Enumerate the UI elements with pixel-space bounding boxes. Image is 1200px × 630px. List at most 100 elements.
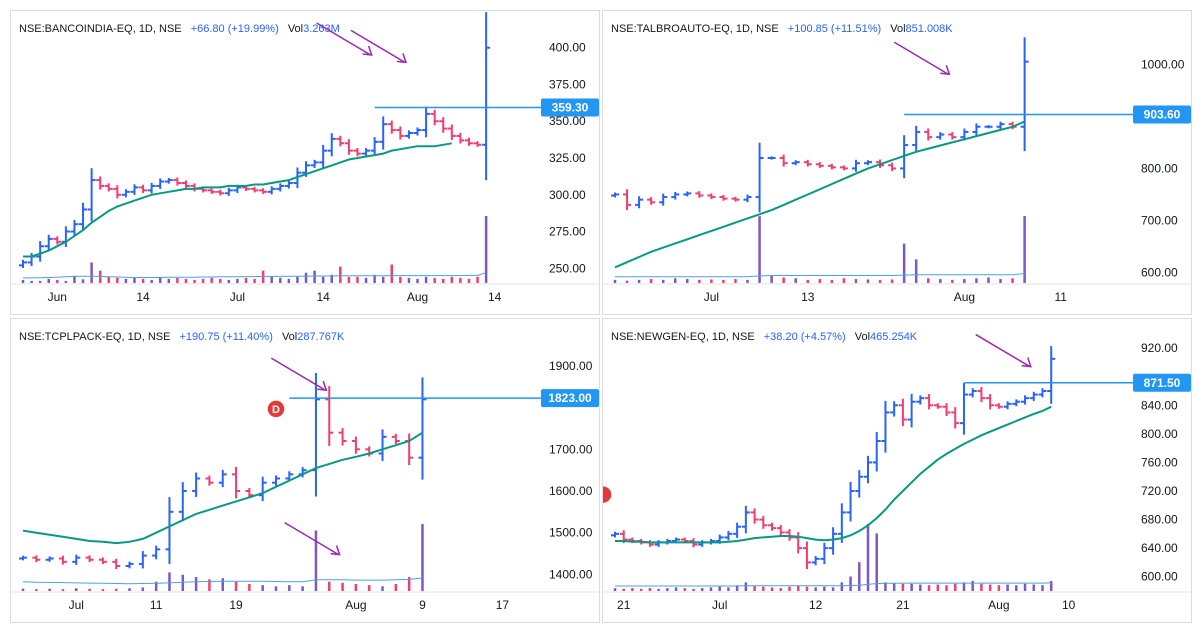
y-tick-label: 760.00 bbox=[1141, 455, 1178, 469]
y-tick-label: 840.00 bbox=[1141, 398, 1178, 412]
x-tick-label: 14 bbox=[316, 290, 330, 304]
dividend-badge-label: D bbox=[272, 404, 280, 416]
x-tick-label: 17 bbox=[496, 598, 510, 612]
x-tick-label: 19 bbox=[229, 598, 243, 612]
symbol-label: NSE:NEWGEN-EQ bbox=[611, 331, 706, 343]
volume-label: Vol bbox=[854, 331, 871, 343]
x-tick-label: 10 bbox=[1062, 598, 1076, 612]
y-tick-label: 300.00 bbox=[549, 188, 586, 202]
change-label: +38.20 (+4.57%) bbox=[763, 331, 846, 343]
chart-canvas[interactable]: 871.50 920.00 840.00 800.00 760.00 720.00 680.… bbox=[603, 319, 1192, 623]
change-label: +190.75 (+11.40%) bbox=[179, 331, 273, 343]
symbol-label: NSE:BANCOINDIA-EQ bbox=[19, 23, 133, 35]
annotation-arrow bbox=[316, 22, 372, 56]
change-label: +100.85 (+11.51%) bbox=[787, 23, 882, 35]
annotation-arrow-head bbox=[1021, 357, 1032, 368]
annotation-arrow bbox=[270, 357, 326, 391]
y-tick-label: 400.00 bbox=[549, 41, 586, 55]
change-label: +66.80 (+19.99%) bbox=[190, 23, 279, 35]
chart-header: NSE:TCPLPACK-EQ, 1D, NSE +190.75 (+11.40… bbox=[19, 331, 345, 343]
volume-value: 465.254K bbox=[870, 331, 918, 343]
level-price-label: 871.50 bbox=[1144, 376, 1181, 390]
volume-label: Vol bbox=[281, 331, 298, 343]
y-tick-label: 325.00 bbox=[549, 151, 586, 165]
y-tick-label: 720.00 bbox=[1141, 484, 1178, 498]
y-tick-label: 800.00 bbox=[1141, 427, 1178, 441]
chart-panel-tcplpack[interactable]: 1823.00 1900.00 1700.00 1600.00 1500.00 1400.… bbox=[10, 318, 600, 623]
volume-ma-line bbox=[615, 582, 1052, 587]
y-tick-label: 350.00 bbox=[549, 114, 586, 128]
annotation-arrow-head bbox=[330, 545, 341, 556]
x-tick-label: 12 bbox=[809, 598, 823, 612]
exchange-label: NSE bbox=[756, 23, 779, 35]
y-tick-label: 640.00 bbox=[1141, 541, 1178, 555]
y-tick-label: 1500.00 bbox=[549, 526, 593, 540]
y-tick-label: 800.00 bbox=[1141, 161, 1178, 175]
volume-ma-line bbox=[615, 273, 1025, 278]
moving-average-line bbox=[614, 120, 1026, 269]
level-price-label: 359.30 bbox=[552, 101, 589, 115]
level-price-tag bbox=[541, 389, 599, 408]
chart-canvas[interactable]: 1823.00 1900.00 1700.00 1600.00 1500.00 1400.… bbox=[11, 319, 600, 623]
y-tick-label: 375.00 bbox=[549, 77, 586, 91]
x-tick-label: Jul bbox=[712, 598, 727, 612]
interval-label: 1D bbox=[138, 23, 153, 35]
y-tick-label: 680.00 bbox=[1141, 513, 1178, 527]
chart-header: NSE:BANCOINDIA-EQ, 1D, NSE +66.80 (+19.9… bbox=[19, 23, 340, 35]
chart-canvas[interactable]: 359.30 400.00 375.00 350.00 325.00 300.00 275.… bbox=[11, 11, 600, 315]
volume-value: 851.008K bbox=[905, 23, 953, 35]
volume-label: Vol bbox=[890, 23, 906, 35]
volume-ma-line bbox=[22, 577, 423, 585]
volume-value: 287.767K bbox=[297, 331, 345, 343]
dividend-badge bbox=[266, 399, 286, 419]
level-price-tag bbox=[1133, 373, 1191, 392]
y-tick-label: 1000.00 bbox=[1141, 57, 1185, 71]
level-price-label: 1823.00 bbox=[548, 391, 592, 405]
moving-average-line bbox=[22, 431, 424, 545]
volume-value: 3.263M bbox=[303, 23, 340, 35]
interval-label: 1D bbox=[735, 23, 750, 35]
chart-panel-bancoindia[interactable]: 359.30 400.00 375.00 350.00 325.00 300.00 275.… bbox=[10, 10, 600, 315]
y-tick-label: 600.00 bbox=[1141, 266, 1178, 280]
annotation-arrow bbox=[975, 333, 1031, 368]
exchange-label: NSE bbox=[732, 331, 755, 343]
y-tick-label: 1600.00 bbox=[549, 484, 593, 498]
x-tick-label: 11 bbox=[150, 598, 163, 612]
symbol-label: NSE:TALBROAUTO-EQ bbox=[611, 23, 730, 35]
annotation-arrow-head bbox=[362, 45, 373, 56]
x-tick-label: 9 bbox=[419, 598, 426, 612]
annotation-arrow-head bbox=[317, 380, 328, 391]
x-tick-label: 14 bbox=[136, 290, 150, 304]
volume-label: Vol bbox=[287, 23, 304, 35]
x-tick-label: 14 bbox=[488, 290, 502, 304]
level-price-tag bbox=[1133, 105, 1191, 124]
symbol-label: NSE:TCPLPACK-EQ bbox=[19, 331, 122, 343]
y-tick-label: 600.00 bbox=[1141, 570, 1178, 584]
chart-panel-talbroauto[interactable]: 903.60 1000.00 800.00 700.00 600.00 Jul 13 Aug 1… bbox=[602, 10, 1192, 315]
x-tick-label: Aug bbox=[345, 598, 366, 612]
y-tick-label: 250.00 bbox=[549, 261, 586, 275]
exchange-label: NSE bbox=[147, 331, 171, 343]
annotation-arrow-head bbox=[396, 53, 408, 64]
level-price-label: 903.60 bbox=[1144, 107, 1181, 121]
chart-panel-newgen[interactable]: 871.50 920.00 840.00 800.00 760.00 720.00 680.… bbox=[602, 318, 1192, 623]
moving-average-line bbox=[615, 405, 1052, 544]
y-tick-label: 1900.00 bbox=[549, 359, 593, 373]
exchange-label: NSE bbox=[159, 23, 182, 35]
dividend-badge bbox=[603, 484, 613, 505]
annotation-arrow bbox=[893, 41, 949, 75]
y-tick-label: 700.00 bbox=[1141, 214, 1178, 228]
x-tick-label: Aug bbox=[407, 290, 428, 304]
chart-header: NSE:NEWGEN-EQ, 1D, NSE +38.20 (+4.57%) V… bbox=[611, 331, 918, 343]
annotation-arrow-head bbox=[940, 65, 951, 76]
chart-header: NSE:TALBROAUTO-EQ, 1D, NSE +100.85 (+11.… bbox=[611, 23, 953, 35]
chart-canvas[interactable]: 903.60 1000.00 800.00 700.00 600.00 Jul 13 Aug 1… bbox=[603, 11, 1192, 315]
x-tick-label: 11 bbox=[1055, 290, 1068, 304]
interval-label: 1D bbox=[127, 331, 142, 343]
x-tick-label: 21 bbox=[617, 598, 631, 612]
interval-label: 1D bbox=[711, 331, 726, 343]
y-tick-label: 1400.00 bbox=[549, 567, 593, 581]
volume-ma-line bbox=[23, 272, 487, 279]
x-tick-label: Jul bbox=[69, 598, 84, 612]
x-tick-label: 21 bbox=[896, 598, 910, 612]
